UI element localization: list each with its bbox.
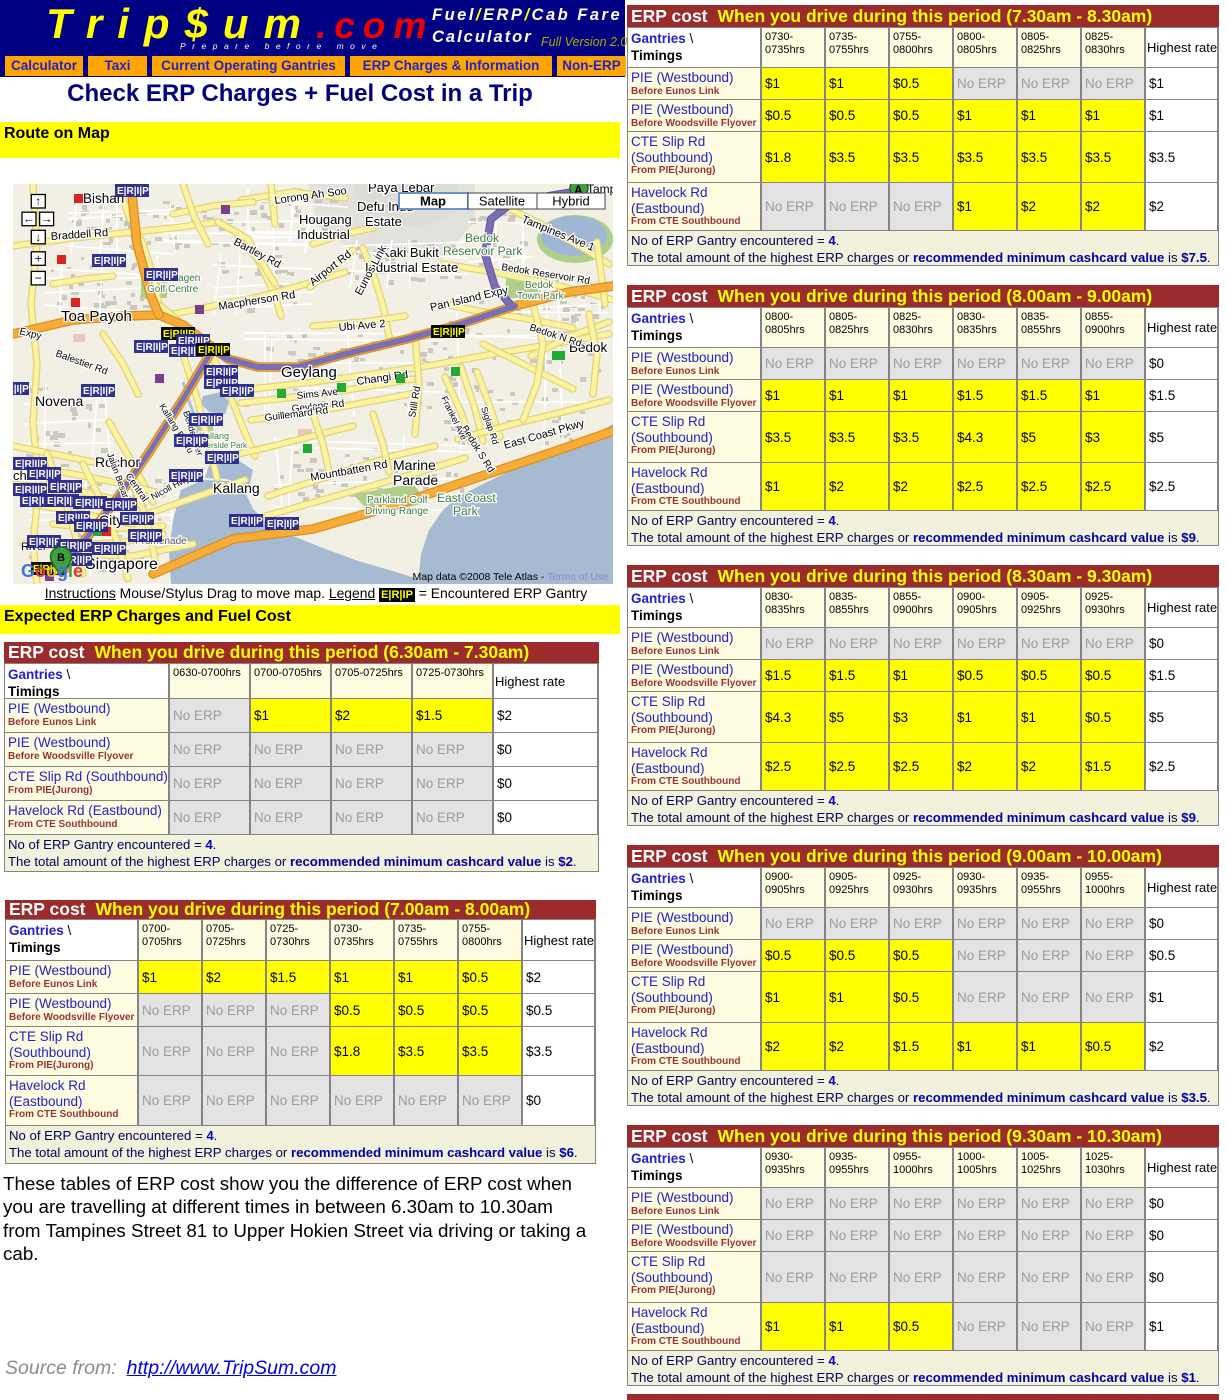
svg-text:E|R|I|P: E|R|I|P (176, 436, 208, 447)
svg-text:Riverside Park: Riverside Park (195, 441, 248, 450)
svg-text:Park: Park (453, 504, 479, 518)
svg-text:E|R|I|P: E|R|I|P (47, 496, 79, 507)
svg-text:Kaki Bukit: Kaki Bukit (381, 245, 439, 260)
svg-text:Bishan: Bishan (83, 191, 124, 206)
svg-text:E|R|I|P: E|R|I|P (191, 415, 223, 426)
svg-text:E|R|I|P: E|R|I|P (83, 386, 115, 397)
svg-text:Bedok: Bedok (525, 280, 554, 291)
svg-text:E|R|I|P: E|R|I|P (122, 514, 154, 525)
svg-text:A: A (574, 184, 583, 197)
svg-text:Ubi Ave 2: Ubi Ave 2 (338, 318, 386, 334)
svg-text:E|R|I|P: E|R|I|P (13, 384, 29, 395)
svg-text:E|R|I|P: E|R|I|P (178, 336, 210, 347)
svg-text:Parade: Parade (393, 472, 438, 488)
svg-text:Bedok: Bedok (465, 231, 500, 245)
svg-text:East Coast: East Coast (437, 491, 496, 505)
svg-text:E|R|I|P: E|R|I|P (75, 498, 107, 509)
svg-text:Satellite: Satellite (479, 194, 525, 209)
svg-text:↓: ↓ (35, 230, 41, 244)
svg-text:E|R|I|P: E|R|I|P (267, 519, 299, 530)
svg-text:E|R|I|P: E|R|I|P (146, 270, 178, 281)
svg-text:E|R|I|P: E|R|I|P (433, 327, 465, 338)
svg-text:E|R|I|P: E|R|I|P (29, 469, 61, 480)
svg-text:Hybrid: Hybrid (552, 194, 590, 209)
svg-text:E|R|I|P: E|R|I|P (117, 186, 149, 197)
svg-text:E|R|I|P: E|R|I|P (60, 541, 92, 552)
svg-text:Golf Centre: Golf Centre (147, 284, 199, 295)
svg-text:E|R|I|P: E|R|I|P (206, 367, 238, 378)
svg-text:Reservoir Park: Reservoir Park (443, 244, 523, 258)
svg-text:Braddell Rd: Braddell Rd (50, 227, 108, 243)
svg-text:E|R|I|P: E|R|I|P (60, 555, 92, 566)
svg-text:E|R|I|P: E|R|I|P (136, 342, 168, 353)
svg-text:E|R|I|P: E|R|I|P (105, 500, 137, 511)
svg-text:+: + (35, 251, 42, 265)
svg-text:E|R|I|P: E|R|I|P (198, 345, 230, 356)
svg-text:Kallang: Kallang (213, 480, 260, 496)
svg-text:E|R|I|P: E|R|I|P (58, 513, 90, 524)
svg-text:Geylang: Geylang (281, 364, 337, 381)
svg-text:−: − (35, 271, 42, 285)
svg-text:Bedok: Bedok (569, 340, 608, 355)
svg-text:E|R|I|P: E|R|I|P (94, 544, 126, 555)
svg-text:Rochor: Rochor (95, 454, 140, 470)
svg-text:E|R|I|P: E|R|I|P (231, 516, 263, 527)
svg-text:Map data ©2008 Tele Atlas - Te: Map data ©2008 Tele Atlas - Terms of Use (413, 571, 610, 583)
svg-text:Marine: Marine (393, 457, 436, 473)
svg-text:Parkland Golf: Parkland Golf (367, 495, 428, 506)
svg-text:E|R|I|P: E|R|I|P (15, 459, 47, 470)
svg-text:E|R|I|P: E|R|I|P (207, 453, 239, 464)
svg-text:E|R|I|P: E|R|I|P (15, 485, 47, 496)
svg-text:Driving Range: Driving Range (365, 506, 429, 517)
svg-text:Toa Payoh: Toa Payoh (61, 308, 132, 325)
svg-text:Novena: Novena (35, 393, 83, 409)
svg-text:Still Rd: Still Rd (407, 385, 423, 418)
svg-text:E|R|I|P: E|R|I|P (76, 521, 108, 532)
svg-text:E|R|I|P: E|R|I|P (222, 386, 254, 397)
svg-text:E|R|I|P: E|R|I|P (171, 346, 203, 357)
svg-text:E|R|I|P: E|R|I|P (33, 564, 65, 575)
svg-text:←: ← (23, 212, 35, 226)
svg-text:Industrial: Industrial (297, 227, 350, 242)
svg-text:→: → (41, 212, 53, 226)
svg-text:Town Park: Town Park (517, 291, 565, 302)
svg-text:E|R|I|P: E|R|I|P (22, 496, 54, 507)
svg-text:Industrial Estate: Industrial Estate (365, 260, 458, 275)
svg-text:↑: ↑ (35, 194, 41, 208)
svg-text:E|R|I|P: E|R|I|P (94, 256, 126, 267)
svg-text:B: B (57, 552, 65, 564)
svg-text:E|R|I|P: E|R|I|P (29, 537, 61, 548)
svg-text:Singapore: Singapore (85, 556, 158, 573)
svg-text:E|R|I|P: E|R|I|P (171, 471, 203, 482)
svg-text:E|R|I|P: E|R|I|P (130, 531, 162, 542)
svg-text:Map: Map (420, 194, 446, 209)
svg-text:Hougang: Hougang (299, 212, 352, 227)
svg-text:Google: Google (21, 561, 83, 581)
svg-text:Estate: Estate (365, 214, 402, 229)
svg-text:E|R|I|P: E|R|I|P (50, 482, 82, 493)
svg-text:E|R|I|P: E|R|I|P (206, 378, 238, 389)
